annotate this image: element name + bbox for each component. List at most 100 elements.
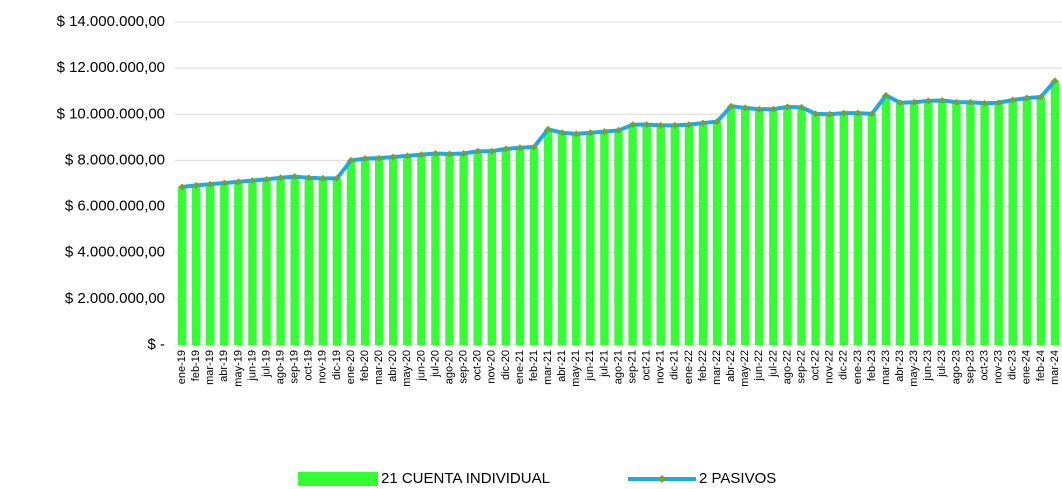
bar bbox=[966, 102, 975, 345]
x-tick-label: sep-20 bbox=[458, 350, 470, 384]
line-marker bbox=[741, 104, 749, 112]
bar bbox=[501, 148, 511, 345]
bar bbox=[1050, 80, 1060, 345]
bar bbox=[318, 178, 328, 345]
x-tick-label: jul-23 bbox=[936, 350, 948, 378]
x-tick-label: feb-22 bbox=[697, 350, 709, 381]
line-marker bbox=[530, 143, 538, 151]
x-tick-label: feb-24 bbox=[1035, 350, 1047, 381]
bar bbox=[769, 109, 778, 346]
line-marker bbox=[502, 145, 510, 153]
line-marker bbox=[699, 119, 707, 127]
x-tick-label: sep-22 bbox=[795, 350, 807, 384]
x-tick-label: may-23 bbox=[908, 350, 920, 387]
x-tick-label: nov-19 bbox=[317, 350, 329, 384]
bar bbox=[614, 130, 623, 345]
bar bbox=[600, 131, 609, 345]
x-tick-label: abr-20 bbox=[387, 350, 399, 382]
x-tick-label: sep-19 bbox=[289, 350, 301, 384]
bar bbox=[346, 160, 356, 345]
x-tick-label: mar-21 bbox=[542, 350, 554, 385]
line-marker bbox=[755, 105, 763, 113]
y-tick-label: $ 12.000.000,00 bbox=[57, 59, 165, 76]
bar bbox=[642, 124, 651, 346]
line-marker bbox=[375, 154, 383, 162]
line-marker bbox=[403, 152, 411, 160]
line-marker bbox=[713, 118, 721, 126]
x-tick-label: ago-19 bbox=[275, 350, 287, 384]
x-tick-label: jun-21 bbox=[584, 350, 596, 382]
bar bbox=[445, 153, 454, 345]
x-tick-label: jun-20 bbox=[415, 350, 427, 382]
line-marker bbox=[516, 144, 524, 152]
bar bbox=[557, 132, 567, 345]
line-marker bbox=[248, 177, 256, 185]
x-tick-label: ene-22 bbox=[683, 350, 695, 384]
x-tick-label: ago-20 bbox=[443, 350, 455, 384]
bar bbox=[389, 156, 398, 345]
line-marker bbox=[840, 109, 848, 117]
line-marker bbox=[1051, 77, 1059, 85]
y-tick-label: $ 14.000.000,00 bbox=[57, 13, 165, 30]
line-marker bbox=[347, 156, 355, 164]
line-marker bbox=[629, 121, 637, 129]
line-marker bbox=[643, 121, 651, 129]
bar bbox=[290, 176, 299, 345]
x-tick-label: jul-19 bbox=[260, 350, 272, 378]
line-marker bbox=[305, 174, 313, 182]
bar bbox=[586, 132, 595, 345]
line-marker bbox=[798, 103, 806, 111]
x-tick-label: jun-19 bbox=[246, 350, 258, 382]
line-marker bbox=[600, 128, 608, 136]
line-marker bbox=[952, 98, 960, 106]
line-marker bbox=[446, 150, 454, 158]
bar bbox=[543, 129, 553, 345]
line-marker bbox=[868, 110, 876, 118]
bar bbox=[220, 183, 229, 345]
x-tick-label: oct-19 bbox=[303, 350, 315, 381]
legend-swatch bbox=[298, 472, 378, 486]
y-tick-label: $ - bbox=[147, 336, 165, 353]
bar bbox=[811, 113, 820, 346]
bar bbox=[783, 106, 792, 345]
bar bbox=[1036, 96, 1046, 345]
line-marker bbox=[319, 174, 327, 182]
x-tick-label: feb-20 bbox=[359, 350, 371, 381]
x-tick-label: jul-22 bbox=[767, 350, 779, 378]
line-marker bbox=[192, 181, 200, 189]
bar bbox=[177, 186, 187, 345]
x-tick-label: oct-20 bbox=[472, 350, 484, 381]
line-marker bbox=[783, 103, 791, 111]
line-marker bbox=[460, 150, 468, 158]
bar bbox=[262, 179, 271, 345]
line-marker bbox=[966, 98, 974, 106]
line-marker bbox=[671, 121, 679, 129]
x-tick-label: jul-21 bbox=[598, 350, 610, 378]
line-marker bbox=[657, 121, 665, 129]
line-marker bbox=[1009, 96, 1017, 104]
x-tick-label: may-20 bbox=[401, 350, 413, 387]
bar bbox=[459, 153, 468, 345]
x-tick-label: mar-23 bbox=[880, 350, 892, 385]
line-marker bbox=[178, 183, 186, 191]
bar bbox=[529, 147, 539, 345]
x-tick-label: ene-24 bbox=[1021, 350, 1033, 384]
x-tick-label: feb-21 bbox=[528, 350, 540, 381]
bar bbox=[670, 125, 680, 345]
bar bbox=[431, 153, 440, 345]
x-tick-label: may-21 bbox=[570, 350, 582, 387]
x-tick-label: sep-23 bbox=[964, 350, 976, 384]
x-tick-label: jun-23 bbox=[922, 350, 934, 382]
bar bbox=[572, 133, 581, 345]
y-tick-label: $ 2.000.000,00 bbox=[65, 290, 165, 307]
bar bbox=[515, 147, 525, 345]
x-tick-label: dic-21 bbox=[669, 350, 681, 380]
line-marker bbox=[389, 153, 397, 161]
bar bbox=[740, 107, 750, 345]
x-tick-label: ene-20 bbox=[345, 350, 357, 384]
line-marker bbox=[995, 99, 1003, 107]
line-marker bbox=[615, 126, 622, 134]
line-marker bbox=[263, 175, 271, 183]
x-tick-label: nov-21 bbox=[655, 350, 667, 384]
